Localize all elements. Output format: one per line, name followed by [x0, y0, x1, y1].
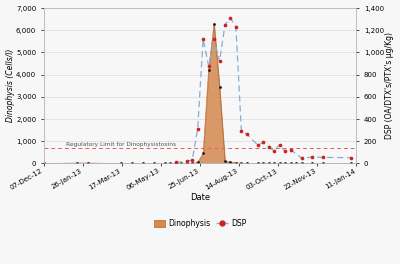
Point [172, 161, 179, 166]
Point [227, 160, 234, 164]
Point [271, 149, 277, 153]
Point [216, 85, 223, 89]
Point [140, 161, 146, 166]
Point [293, 161, 299, 166]
Point [200, 151, 206, 155]
Point [200, 37, 206, 41]
Point [254, 161, 261, 166]
Point [184, 159, 190, 163]
Point [276, 143, 283, 147]
Y-axis label: DSP (OA/DTX's/PTX's μg/Kg): DSP (OA/DTX's/PTX's μg/Kg) [386, 32, 394, 139]
Point [282, 161, 288, 166]
Point [41, 161, 47, 166]
Point [222, 159, 228, 163]
Point [85, 161, 92, 165]
Point [287, 161, 294, 166]
Point [205, 64, 212, 68]
Point [320, 161, 326, 166]
Y-axis label: Dinophysis (Cells/l): Dinophysis (Cells/l) [6, 49, 14, 122]
Point [184, 161, 190, 166]
Point [309, 155, 316, 159]
Point [216, 59, 223, 63]
Point [194, 160, 201, 164]
Point [276, 161, 283, 166]
Point [118, 161, 124, 166]
Legend: Dinophysis, DSP: Dinophysis, DSP [151, 216, 249, 231]
Point [178, 161, 184, 166]
Point [205, 68, 212, 72]
Point [211, 37, 217, 41]
Point [287, 148, 294, 152]
Point [254, 143, 261, 147]
Point [211, 21, 217, 26]
Point [271, 161, 277, 166]
Point [222, 23, 228, 27]
Point [244, 161, 250, 166]
Text: Regulatory Limit for Dinophysistoxins: Regulatory Limit for Dinophysistoxins [66, 142, 177, 147]
Point [189, 158, 195, 162]
Point [162, 161, 168, 166]
Point [282, 149, 288, 154]
Point [266, 145, 272, 149]
Point [74, 161, 81, 165]
Point [244, 132, 250, 136]
Point [167, 161, 174, 166]
Point [194, 127, 201, 131]
Point [227, 16, 234, 20]
Point [189, 161, 195, 166]
Point [151, 161, 157, 166]
Point [260, 161, 266, 166]
Point [172, 160, 179, 164]
Point [298, 161, 305, 166]
Point [298, 156, 305, 160]
Point [320, 155, 326, 159]
X-axis label: Date: Date [190, 193, 210, 202]
Point [129, 161, 135, 166]
Point [238, 129, 244, 133]
Point [348, 155, 354, 160]
Point [233, 25, 239, 29]
Point [260, 140, 266, 144]
Point [233, 161, 239, 165]
Point [238, 161, 244, 165]
Point [266, 161, 272, 166]
Point [309, 161, 316, 166]
Point [348, 161, 354, 166]
